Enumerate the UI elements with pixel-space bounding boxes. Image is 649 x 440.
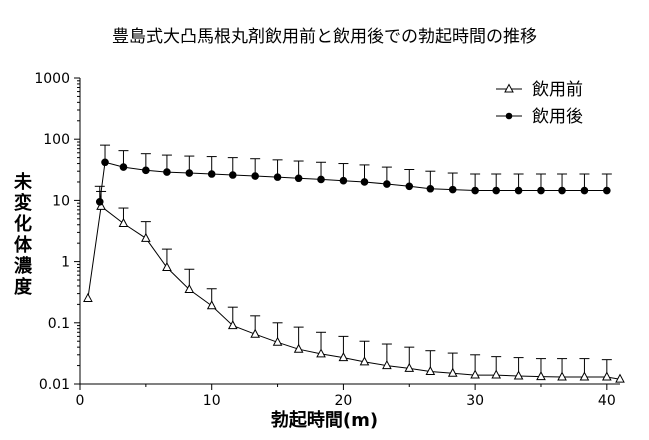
data-point <box>339 176 348 185</box>
series-line-1 <box>87 205 621 380</box>
legend-label-2: 飲用後 <box>532 107 583 127</box>
data-point <box>272 336 283 346</box>
data-point <box>448 185 457 194</box>
data-point <box>317 175 325 184</box>
data-point <box>228 171 237 179</box>
data-point <box>142 166 150 175</box>
data-point <box>513 370 524 380</box>
data-point <box>141 232 151 242</box>
data-point <box>207 170 216 178</box>
data-point <box>615 373 625 383</box>
data-point <box>96 200 106 210</box>
y-axis-label: 未変化体濃度 <box>14 172 32 298</box>
data-point <box>492 186 500 195</box>
data-point <box>162 261 172 272</box>
data-point <box>514 186 523 195</box>
data-point <box>83 292 93 302</box>
data-point <box>95 197 104 206</box>
data-point <box>227 320 238 330</box>
data-point <box>491 369 502 379</box>
data-point <box>184 283 195 294</box>
data-point <box>471 186 479 195</box>
data-point <box>601 371 612 381</box>
legend-marker-1 <box>504 83 514 93</box>
series-line-2 <box>99 161 607 202</box>
data-point <box>536 371 546 381</box>
legend-marker-2 <box>505 112 513 120</box>
x-axis-label: 勃起時間(m) <box>270 410 379 431</box>
data-point <box>293 343 304 353</box>
data-point <box>250 328 261 338</box>
data-point <box>294 174 303 183</box>
data-point <box>338 352 349 362</box>
data-point <box>470 369 480 379</box>
y-tick-label: 10 <box>52 193 70 209</box>
data-point <box>558 186 566 195</box>
data-point <box>118 217 129 227</box>
data-point <box>425 365 436 376</box>
x-tick-label: 30 <box>466 393 484 409</box>
x-tick-label: 40 <box>598 393 616 409</box>
legend-label-1: 飲用前 <box>532 80 583 100</box>
data-point <box>603 186 611 195</box>
data-point <box>405 182 414 191</box>
data-point <box>557 371 567 381</box>
data-point <box>447 367 458 377</box>
data-point <box>580 186 589 195</box>
data-point <box>316 348 326 358</box>
x-tick-label: 0 <box>76 393 85 409</box>
data-point <box>404 362 415 372</box>
data-point <box>359 356 370 366</box>
data-point <box>383 180 391 188</box>
data-point <box>426 184 435 193</box>
data-point <box>273 173 282 181</box>
x-tick-label: 20 <box>335 393 353 409</box>
data-point <box>360 178 369 186</box>
data-point <box>382 360 392 370</box>
data-point <box>119 163 128 171</box>
y-tick-label: 0.01 <box>39 377 70 393</box>
chart-title: 豊島式大凸馬根丸剤飲用前と飲用後での勃起時間の推移 <box>112 27 537 47</box>
x-tick-label: 10 <box>203 393 221 409</box>
y-tick-label: 0.1 <box>48 316 70 332</box>
data-point <box>185 169 194 177</box>
data-point <box>251 172 259 180</box>
y-tick-label: 1000 <box>34 71 70 87</box>
data-point <box>579 371 590 381</box>
y-tick-label: 1 <box>61 255 70 271</box>
data-point <box>101 158 109 167</box>
data-point <box>163 168 171 176</box>
y-tick-label: 100 <box>43 132 70 148</box>
data-point <box>206 300 217 310</box>
data-point <box>537 186 545 195</box>
